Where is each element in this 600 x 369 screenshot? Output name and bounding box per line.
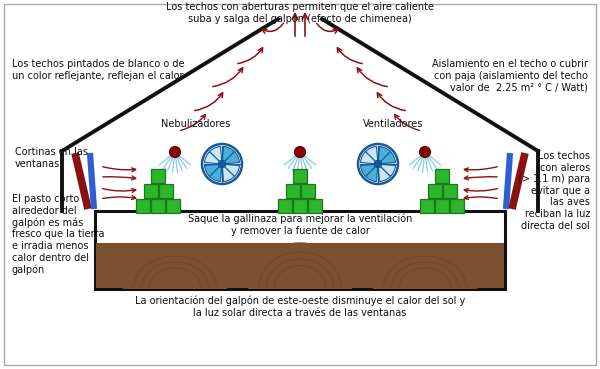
Bar xyxy=(95,211,505,289)
Text: El pasto corto
alrededor del
galpón es más
fresco que la tierra
e irradia menos
: El pasto corto alrededor del galpón es m… xyxy=(12,194,104,275)
Text: Los techos con aberturas permiten que el aire caliente
suba y salga del galpón (: Los techos con aberturas permiten que el… xyxy=(166,2,434,24)
Wedge shape xyxy=(205,164,222,182)
Circle shape xyxy=(170,146,181,158)
FancyArrowPatch shape xyxy=(358,68,387,87)
Text: Los techos pintados de blanco o de
un color reflejante, reflejan el calor: Los techos pintados de blanco o de un co… xyxy=(12,59,185,80)
Wedge shape xyxy=(378,146,395,164)
Bar xyxy=(96,243,504,288)
FancyArrowPatch shape xyxy=(395,114,419,130)
FancyArrowPatch shape xyxy=(464,176,497,180)
Bar xyxy=(278,199,292,213)
FancyArrowPatch shape xyxy=(103,189,136,192)
Bar xyxy=(308,199,322,213)
Bar xyxy=(136,199,150,213)
Bar xyxy=(293,199,307,213)
Wedge shape xyxy=(378,164,395,182)
FancyArrowPatch shape xyxy=(337,48,362,63)
Circle shape xyxy=(218,161,226,168)
Text: Nebulizadores: Nebulizadores xyxy=(161,119,230,129)
Wedge shape xyxy=(361,164,378,182)
Circle shape xyxy=(358,144,398,184)
Polygon shape xyxy=(248,243,352,288)
Bar xyxy=(166,199,180,213)
Wedge shape xyxy=(205,146,222,164)
Bar xyxy=(151,169,165,183)
FancyArrowPatch shape xyxy=(262,23,283,33)
FancyArrowPatch shape xyxy=(464,189,497,192)
Bar xyxy=(293,169,307,183)
Bar xyxy=(443,184,457,198)
Bar xyxy=(435,199,449,213)
FancyArrowPatch shape xyxy=(464,196,497,200)
Bar xyxy=(427,184,442,198)
Wedge shape xyxy=(222,146,239,164)
FancyArrowPatch shape xyxy=(213,68,242,87)
Bar xyxy=(420,199,434,213)
Text: Saque la gallinaza para mejorar la ventilación
y remover la fuente de calor: Saque la gallinaza para mejorar la venti… xyxy=(188,214,412,236)
Text: Ventiladores: Ventiladores xyxy=(363,119,423,129)
Circle shape xyxy=(419,146,431,158)
FancyArrowPatch shape xyxy=(103,196,136,200)
Bar xyxy=(450,199,464,213)
FancyArrowPatch shape xyxy=(195,93,223,111)
Text: La orientación del galpón de este-oeste disminuye el calor del sol y
la luz sola: La orientación del galpón de este-oeste … xyxy=(135,296,465,318)
Bar xyxy=(435,169,449,183)
Bar xyxy=(143,184,157,198)
Circle shape xyxy=(295,146,305,158)
Circle shape xyxy=(374,161,382,168)
Polygon shape xyxy=(373,248,477,288)
Bar xyxy=(158,184,173,198)
Bar xyxy=(151,199,165,213)
FancyArrowPatch shape xyxy=(103,167,136,172)
FancyArrowPatch shape xyxy=(464,167,497,172)
Polygon shape xyxy=(123,248,227,288)
FancyArrowPatch shape xyxy=(317,23,338,33)
FancyArrowPatch shape xyxy=(238,48,263,63)
FancyArrowPatch shape xyxy=(181,114,205,130)
Text: Los techos
con aleros
(> 1.1 m) para
evitar que a
las aves
reciban la luz
direct: Los techos con aleros (> 1.1 m) para evi… xyxy=(518,151,590,231)
Wedge shape xyxy=(361,146,378,164)
Bar xyxy=(286,184,299,198)
Circle shape xyxy=(202,144,242,184)
FancyArrowPatch shape xyxy=(377,93,405,111)
Bar xyxy=(301,184,314,198)
Text: Aislamiento en el techo o cubrir
con paja (aislamiento del techo
valor de  2.25 : Aislamiento en el techo o cubrir con paj… xyxy=(432,59,588,92)
Text: Cortinas en las
ventanas: Cortinas en las ventanas xyxy=(15,147,88,169)
FancyArrowPatch shape xyxy=(103,176,136,180)
Wedge shape xyxy=(222,164,239,182)
